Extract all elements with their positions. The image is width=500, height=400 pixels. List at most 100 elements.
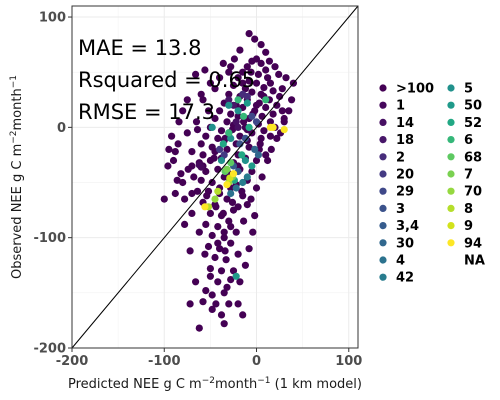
annotation-mae: MAE = 13.8 <box>78 36 201 60</box>
data-point <box>239 311 247 319</box>
legend-item: 18 <box>379 133 414 148</box>
x-tick-label: 0 <box>252 354 261 369</box>
data-point <box>245 245 253 253</box>
data-point <box>202 167 210 176</box>
legend-item: 7 <box>447 168 473 183</box>
annotation-rsquared: Rsquared = 0.65 <box>78 68 255 92</box>
legend-swatch <box>379 204 387 212</box>
data-point <box>240 217 248 225</box>
legend-swatch <box>379 256 387 264</box>
legend-item: 29 <box>379 185 414 200</box>
data-point <box>183 96 191 104</box>
legend-label: 70 <box>464 185 482 200</box>
data-point <box>241 261 249 269</box>
data-point <box>199 151 207 159</box>
data-point <box>211 85 219 93</box>
data-point <box>252 101 261 109</box>
data-point <box>216 145 224 153</box>
data-point <box>243 173 251 181</box>
legend-item: 1 <box>379 99 405 114</box>
data-point <box>227 239 235 247</box>
data-point <box>214 239 222 247</box>
data-point <box>177 170 185 178</box>
legend-label: 7 <box>464 168 473 183</box>
legend-item: 2 <box>379 150 405 165</box>
data-point <box>192 70 200 78</box>
data-point <box>262 103 270 112</box>
data-point <box>251 145 259 153</box>
data-point <box>240 118 248 126</box>
legend-swatch <box>379 84 387 92</box>
data-point <box>227 189 235 198</box>
stats-annotations: MAE = 13.8 Rsquared = 0.65 RMSE = 17.3 <box>78 36 255 124</box>
data-point <box>208 178 216 187</box>
data-point <box>264 156 272 165</box>
data-point <box>239 68 247 76</box>
data-point <box>217 311 226 319</box>
data-point <box>171 189 179 198</box>
data-point <box>245 77 253 85</box>
data-point <box>232 118 240 126</box>
data-point <box>202 220 210 228</box>
data-point <box>214 278 222 286</box>
data-point <box>269 87 277 95</box>
data-point <box>251 212 259 220</box>
data-point <box>195 228 203 236</box>
data-point <box>220 289 228 297</box>
data-point <box>260 127 268 135</box>
y-axis: -200 -100 0 100 <box>33 11 72 357</box>
data-point <box>251 35 259 43</box>
legend-swatch <box>379 170 387 178</box>
data-point <box>232 184 240 192</box>
y-tick-label: 0 <box>57 121 66 136</box>
legend-swatch <box>447 204 455 212</box>
data-point <box>188 189 196 198</box>
data-point <box>223 195 231 203</box>
data-point <box>225 300 233 308</box>
data-point <box>234 74 242 82</box>
data-point <box>271 63 279 71</box>
data-point <box>227 276 235 284</box>
data-point <box>225 68 233 76</box>
data-point <box>225 101 233 109</box>
data-point <box>206 209 214 217</box>
data-point <box>221 247 229 255</box>
data-point <box>223 118 231 126</box>
data-point <box>225 90 233 98</box>
data-point <box>241 85 249 93</box>
x-axis: -200 -100 0 100 <box>56 348 362 369</box>
data-point <box>188 209 196 217</box>
legend-label: 2 <box>396 150 405 165</box>
data-point <box>169 156 178 165</box>
data-point <box>266 118 274 126</box>
data-point <box>252 55 261 63</box>
data-point <box>225 96 233 104</box>
legend-label: 6 <box>464 133 473 148</box>
data-point <box>234 112 242 120</box>
data-point <box>257 59 265 67</box>
data-point <box>212 300 220 308</box>
data-point <box>275 70 283 78</box>
data-point <box>262 151 270 159</box>
legend-label: 14 <box>396 116 414 131</box>
legend-swatch <box>447 118 455 126</box>
data-point <box>248 162 256 170</box>
data-point <box>214 223 222 231</box>
data-point <box>217 127 226 135</box>
legend-label: 3 <box>396 202 405 217</box>
data-point <box>186 300 194 308</box>
data-point <box>232 228 240 236</box>
data-point <box>210 154 218 162</box>
data-point <box>223 145 231 153</box>
data-point <box>280 126 288 134</box>
data-point <box>164 162 172 170</box>
data-point <box>204 242 213 251</box>
legend-swatch <box>379 222 387 230</box>
data-point <box>282 74 290 82</box>
legend-swatch <box>447 187 455 195</box>
data-point <box>234 300 242 308</box>
data-point <box>267 145 275 153</box>
legend-label: 94 <box>464 236 482 251</box>
legend-item: 3,4 <box>379 219 419 234</box>
